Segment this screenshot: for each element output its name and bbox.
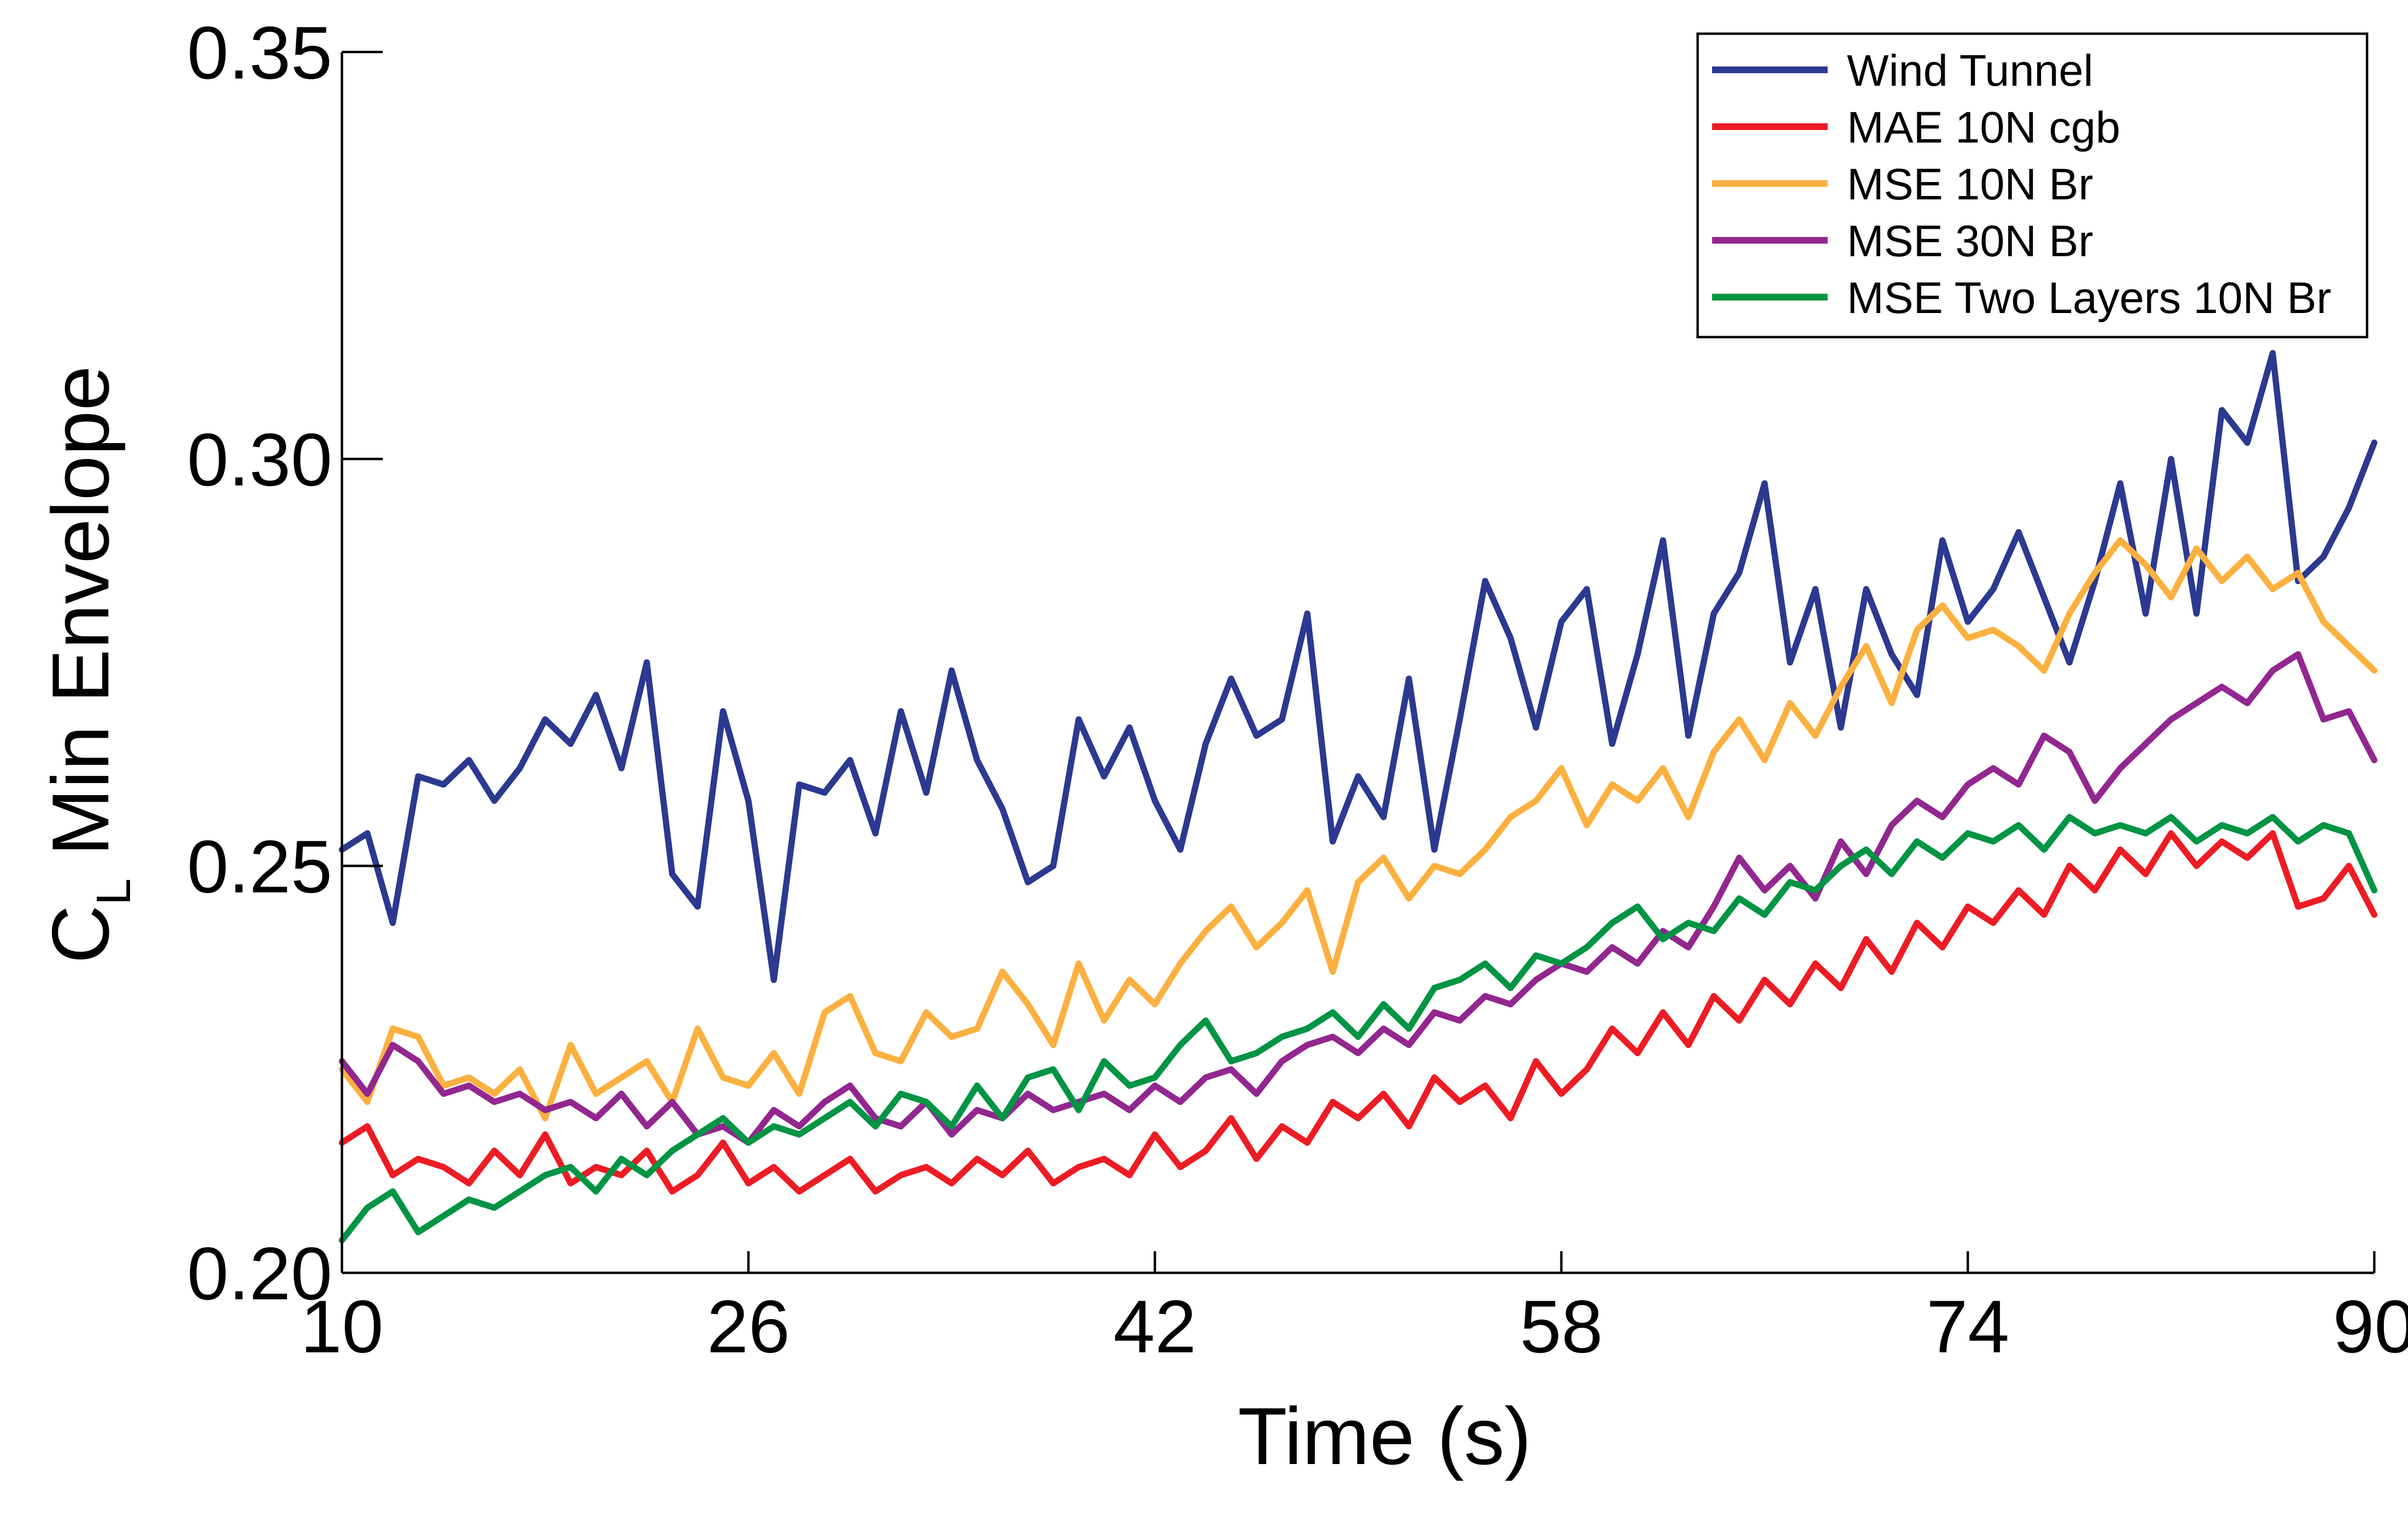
y-axis-title-rest: Min Envelope (35, 366, 126, 878)
series-line-0 (339, 350, 2378, 983)
legend-label: MSE 10N Br (1847, 160, 2093, 209)
legend-label: MSE 30N Br (1847, 217, 2093, 266)
x-tick-label: 10 (301, 1285, 383, 1368)
series-line-3 (339, 651, 2378, 1146)
legend-label: Wind Tunnel (1847, 46, 2093, 95)
ticks-layer: 10 26 42 58 74 90 0.20 0.25 0.30 0.35 (187, 11, 2408, 1368)
y-tick-label: 0.30 (187, 418, 332, 501)
x-tick-label: 26 (707, 1285, 790, 1368)
legend: Wind Tunnel MAE 10N cgb MSE 10N Br MSE 30N … (1696, 32, 2369, 339)
legend-label: MSE Two Layers 10N Br (1847, 274, 2331, 323)
y-tick-label: 0.25 (187, 825, 332, 908)
y-axis-title-subscript: L (87, 878, 141, 905)
series-line-4 (339, 814, 2378, 1243)
y-axis-title-main: C (35, 905, 126, 963)
y-axis-title: CL Min Envelope (35, 366, 141, 964)
x-tick-label: 58 (1520, 1285, 1603, 1368)
series-layer (339, 350, 2378, 1243)
x-axis-title: Time (s) (1238, 1391, 1531, 1481)
x-tick-label: 42 (1113, 1285, 1196, 1368)
svg-text:CL Min Envelope: CL Min Envelope (35, 366, 141, 964)
y-tick-label: 0.35 (187, 11, 332, 94)
x-tick-label: 90 (2333, 1285, 2408, 1368)
legend-label: MAE 10N cgb (1847, 103, 2120, 152)
series-line-2 (339, 537, 2378, 1122)
y-tick-label: 0.20 (187, 1232, 332, 1315)
axes-layer (340, 52, 2374, 1274)
series-line-1 (339, 830, 2378, 1195)
x-tick-label: 74 (1926, 1285, 2009, 1368)
